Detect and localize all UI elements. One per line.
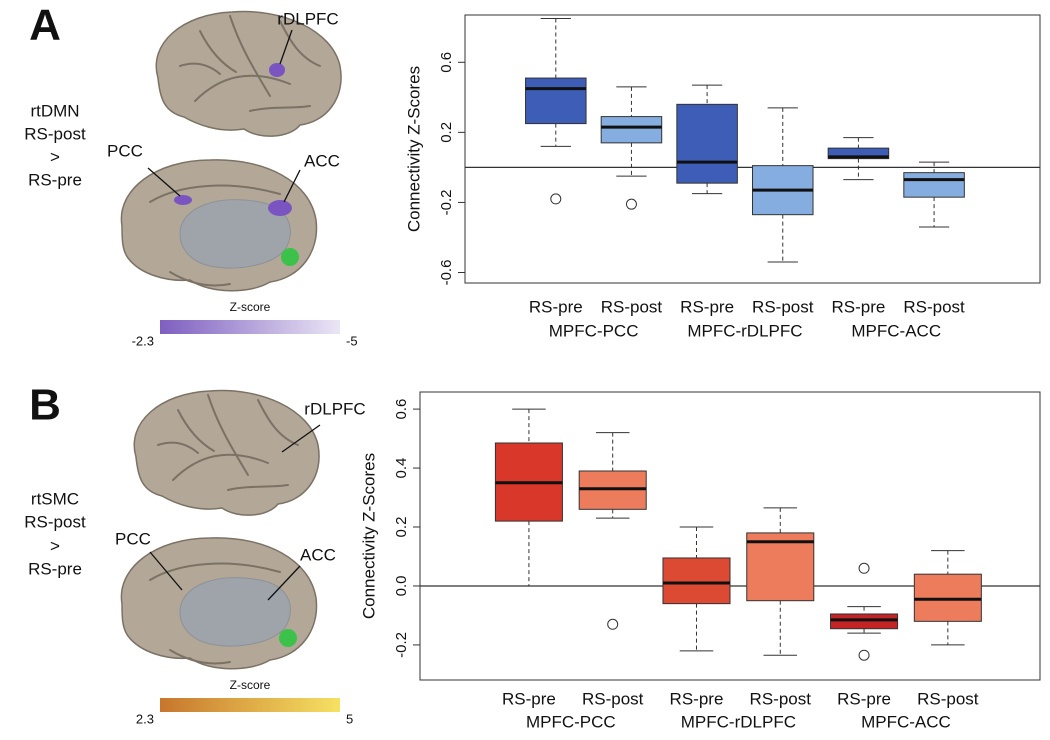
group-label: MPFC-rDLPFC — [687, 321, 802, 340]
pointer — [149, 551, 183, 591]
seed-spot — [279, 629, 297, 647]
y-tick-label: 0.4 — [393, 458, 410, 479]
x-tick-label: RS-pre — [502, 689, 556, 708]
activation-spot — [269, 63, 285, 77]
x-tick-label: RS-post — [750, 689, 812, 708]
colorbar — [160, 320, 340, 334]
activation-spot — [268, 200, 292, 216]
y-tick-label: -0.6 — [438, 260, 455, 286]
box — [600, 116, 663, 144]
y-tick-label: -0.2 — [393, 632, 410, 658]
pointer — [283, 169, 301, 203]
box — [662, 557, 731, 605]
colorbar-title: Z-score — [230, 300, 271, 314]
pointer — [267, 565, 301, 601]
medial-brain — [120, 536, 318, 670]
colorbar-max: 5 — [346, 711, 353, 726]
lateral-brain — [133, 389, 321, 517]
group-label: MPFC-ACC — [861, 712, 951, 731]
x-tick-label: RS-post — [903, 297, 965, 316]
y-axis-title: Connectivity Z-Scores — [404, 66, 423, 232]
panel-letter: A — [29, 1, 61, 50]
panel-letter: B — [29, 381, 61, 430]
condition-line: > — [50, 147, 60, 166]
outlier — [858, 562, 870, 574]
condition-line: RS-post — [24, 512, 86, 531]
y-axis-title: Connectivity Z-Scores — [359, 453, 378, 619]
x-tick-label: RS-pre — [529, 297, 583, 316]
outlier — [858, 649, 870, 661]
condition-line: rtSMC — [31, 489, 79, 508]
condition-line: RS-pre — [28, 170, 82, 189]
colorbar — [160, 698, 340, 712]
plot-frame — [464, 14, 1041, 284]
box — [676, 103, 738, 184]
seed-spot — [281, 248, 299, 266]
medial-brain — [120, 158, 318, 292]
box — [746, 532, 815, 602]
condition-line: > — [50, 536, 60, 555]
x-tick-label: RS-post — [917, 689, 979, 708]
plot-frame — [419, 391, 1041, 681]
x-tick-label: RS-pre — [680, 297, 734, 316]
x-tick-label: RS-post — [601, 297, 663, 316]
outlier — [607, 618, 619, 630]
pointer — [279, 29, 293, 65]
y-tick-label: 0.6 — [438, 52, 455, 73]
y-tick-label: 0.6 — [393, 399, 410, 420]
activation-spot — [174, 195, 192, 205]
x-tick-label: RS-pre — [837, 689, 891, 708]
pointer — [281, 424, 321, 453]
region-label: rDLPFC — [304, 399, 365, 418]
region-label: PCC — [115, 529, 151, 548]
condition-line: RS-pre — [28, 559, 82, 578]
region-label: rDLPFC — [277, 9, 338, 28]
x-tick-label: RS-pre — [670, 689, 724, 708]
box — [827, 147, 890, 160]
outlier — [550, 193, 562, 205]
x-tick-label: RS-post — [752, 297, 814, 316]
lateral-brain — [155, 10, 343, 138]
y-tick-label: 0.2 — [438, 122, 455, 143]
colorbar-title: Z-score — [230, 678, 271, 692]
box — [525, 77, 587, 125]
condition-line: rtDMN — [30, 101, 79, 120]
region-label: ACC — [304, 151, 340, 170]
region-label: ACC — [300, 545, 336, 564]
group-label: MPFC-rDLPFC — [681, 712, 796, 731]
y-tick-label: 0.0 — [393, 576, 410, 597]
group-label: MPFC-PCC — [526, 712, 616, 731]
colorbar-max: -5 — [346, 333, 358, 348]
colorbar-min: -2.3 — [132, 333, 154, 348]
y-tick-label: 0.2 — [393, 517, 410, 538]
box — [903, 172, 965, 198]
x-tick-label: RS-post — [582, 689, 644, 708]
region-label: PCC — [107, 141, 143, 160]
x-tick-label: RS-pre — [831, 297, 885, 316]
group-label: MPFC-PCC — [549, 321, 639, 340]
group-label: MPFC-ACC — [851, 321, 941, 340]
outlier — [625, 198, 637, 210]
condition-line: RS-post — [24, 124, 86, 143]
y-tick-label: -0.2 — [438, 189, 455, 215]
colorbar-min: 2.3 — [136, 711, 154, 726]
pointer — [147, 167, 181, 197]
